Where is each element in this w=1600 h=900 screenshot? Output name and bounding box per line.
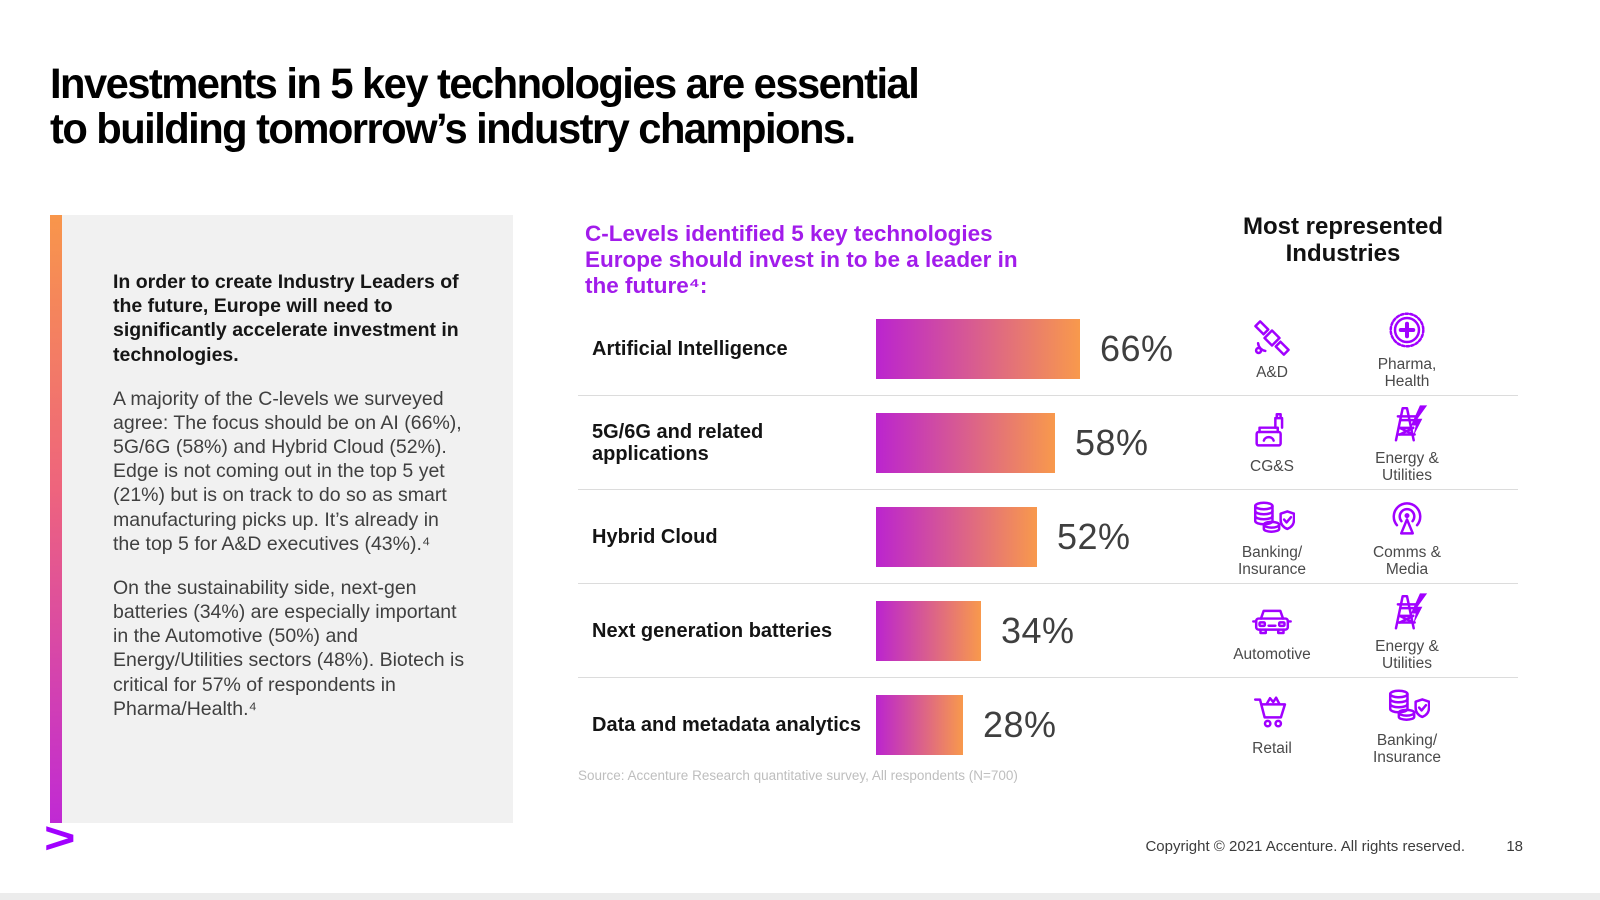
row-bar (876, 506, 1037, 567)
aerospace-defense-icon (1249, 315, 1295, 361)
banking-insurance-icon (1249, 495, 1295, 541)
chart-heading-line-2: Europe should invest in to be a leader i… (585, 247, 1018, 273)
chart-heading-line-1: C-Levels identified 5 key technologies (585, 221, 993, 246)
industry-label: Automotive (1233, 646, 1311, 664)
industry-cell-1: CG&S (1206, 409, 1338, 475)
industry-cell-1: Automotive (1206, 597, 1338, 663)
industry-cell-2: Pharma, Health (1338, 307, 1476, 391)
row-label: Artificial Intelligence (592, 337, 788, 360)
banking-insurance-icon (1384, 683, 1430, 729)
panel-heading: In order to create Industry Leaders of t… (113, 271, 459, 366)
row-label: Hybrid Cloud (592, 525, 718, 548)
key-message-panel: In order to create Industry Leaders of t… (50, 215, 513, 823)
industry-label: Comms & Media (1372, 543, 1442, 578)
pharma-health-icon (1384, 307, 1430, 353)
industry-cell-2: Energy & Utilities (1338, 401, 1476, 485)
chart-row: Artificial Intelligence 66% A&D Pharma, … (578, 302, 1518, 396)
panel-paragraph-1: A majority of the C-levels we surveyed a… (113, 387, 462, 555)
chart-row: Data and metadata analytics 28% Retail B… (578, 678, 1518, 771)
row-bar (876, 600, 981, 661)
industry-label: Banking/ Insurance (1372, 731, 1442, 766)
chart-row: 5G/6G and related applications 58% CG&S … (578, 396, 1518, 490)
slide-title-line-2: to building tomorrow’s industry champion… (50, 104, 856, 153)
bar-zone: 58% (876, 412, 1206, 473)
row-label: Data and metadata analytics (592, 713, 861, 736)
row-percent: 28% (983, 703, 1057, 745)
energy-utilities-icon (1384, 401, 1430, 447)
comms-media-icon (1384, 495, 1430, 541)
industries-heading-line-1: Most represented (1242, 213, 1444, 240)
industry-cell-2: Energy & Utilities (1338, 589, 1476, 673)
page-number: 18 (1506, 838, 1523, 855)
industry-label: Pharma, Health (1377, 355, 1437, 390)
row-bar (876, 694, 963, 755)
accenture-logo: > (44, 813, 76, 863)
retail-icon (1249, 691, 1295, 737)
industries-heading: Most represented Industries (1206, 213, 1480, 268)
industry-label: A&D (1256, 364, 1288, 382)
industry-label: Energy & Utilities (1375, 637, 1439, 672)
energy-utilities-icon (1384, 589, 1430, 635)
row-bar (876, 412, 1055, 473)
chart-heading-line-3: the future⁴: (585, 273, 708, 299)
automotive-icon (1249, 597, 1295, 643)
bar-zone: 66% (876, 318, 1206, 379)
industry-label: Banking/ Insurance (1237, 543, 1307, 578)
industry-cell-2: Banking/ Insurance (1338, 683, 1476, 767)
row-bar (876, 318, 1080, 379)
chart-rows: Artificial Intelligence 66% A&D Pharma, … (578, 302, 1518, 771)
bar-zone: 34% (876, 600, 1206, 661)
industry-cell-1: Retail (1206, 691, 1338, 757)
panel-content: In order to create Industry Leaders of t… (113, 270, 465, 741)
slide-title-line-1: Investments in 5 key technologies are es… (50, 60, 920, 108)
row-label: 5G/6G and related applications (592, 420, 764, 465)
chart-heading: C-Levels identified 5 key technologies E… (585, 221, 1055, 299)
industry-cell-2: Comms & Media (1338, 495, 1476, 579)
industry-label: Retail (1252, 740, 1292, 758)
panel-accent-bar (50, 215, 62, 823)
bar-zone: 28% (876, 694, 1206, 755)
industry-cell-1: A&D (1206, 315, 1338, 381)
bar-zone: 52% (876, 506, 1206, 567)
bottom-strip (0, 893, 1600, 900)
consumer-goods-icon (1249, 409, 1295, 455)
row-percent: 66% (1100, 327, 1174, 369)
industry-cell-1: Banking/ Insurance (1206, 495, 1338, 579)
industries-heading-line-2: Industries (1285, 239, 1401, 267)
source-note: Source: Accenture Research quantitative … (578, 768, 1018, 783)
panel-paragraph-2: On the sustainability side, next-gen bat… (113, 576, 465, 720)
copyright-text: Copyright © 2021 Accenture. All rights r… (1145, 838, 1465, 855)
chart-row: Next generation batteries 34% Automotive… (578, 584, 1518, 678)
row-percent: 58% (1075, 421, 1149, 463)
slide-title: Investments in 5 key technologies are es… (50, 60, 920, 153)
industry-label: CG&S (1250, 458, 1294, 476)
row-percent: 52% (1057, 515, 1131, 557)
row-percent: 34% (1001, 609, 1075, 651)
row-label: Next generation batteries (592, 619, 833, 642)
industry-label: Energy & Utilities (1375, 449, 1439, 484)
chart-row: Hybrid Cloud 52% Banking/ Insurance Comm… (578, 490, 1518, 584)
